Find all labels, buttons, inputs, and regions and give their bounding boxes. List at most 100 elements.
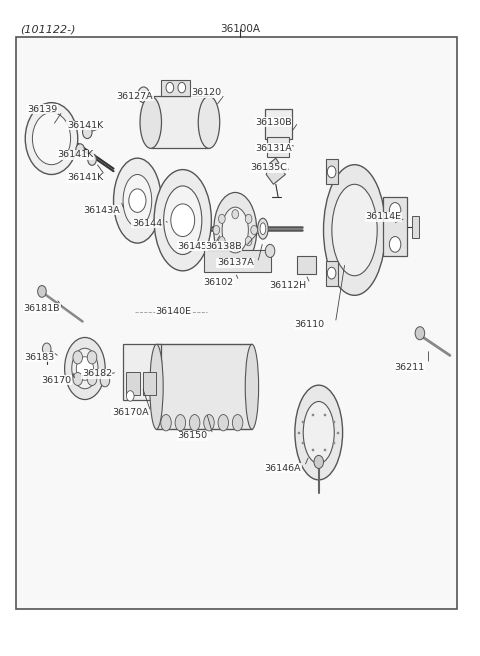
Ellipse shape (161, 415, 171, 431)
Bar (204, 250, 271, 272)
Text: 36112H: 36112H (269, 281, 306, 290)
Ellipse shape (123, 174, 152, 227)
Bar (267, 137, 288, 157)
Circle shape (232, 241, 239, 251)
Circle shape (87, 373, 97, 386)
Ellipse shape (154, 170, 211, 271)
Text: 36145: 36145 (177, 242, 207, 251)
Text: 36114E: 36114E (365, 213, 401, 222)
Ellipse shape (260, 223, 266, 235)
Circle shape (42, 343, 51, 355)
Circle shape (232, 210, 239, 219)
Text: 36170: 36170 (41, 376, 72, 385)
Ellipse shape (324, 165, 385, 295)
Circle shape (76, 144, 84, 155)
Circle shape (415, 327, 425, 340)
Ellipse shape (150, 344, 163, 429)
Circle shape (25, 102, 78, 174)
Text: 36141K: 36141K (57, 150, 94, 159)
Text: 36141K: 36141K (67, 173, 103, 182)
Ellipse shape (204, 415, 214, 431)
Ellipse shape (295, 385, 343, 480)
Circle shape (88, 154, 96, 165)
Circle shape (314, 455, 324, 468)
Text: 36137A: 36137A (217, 258, 253, 267)
Text: 36110: 36110 (294, 320, 324, 329)
Text: (101122-): (101122-) (21, 24, 76, 34)
Circle shape (87, 351, 97, 364)
Circle shape (73, 373, 83, 386)
Bar (297, 256, 316, 274)
Circle shape (126, 391, 134, 401)
Circle shape (37, 285, 46, 297)
Circle shape (213, 226, 220, 235)
Bar (126, 372, 140, 395)
Circle shape (129, 189, 146, 213)
Circle shape (327, 267, 336, 279)
Text: 36130B: 36130B (255, 117, 292, 127)
Text: 36144: 36144 (132, 219, 162, 228)
Circle shape (178, 83, 186, 93)
Polygon shape (266, 158, 285, 184)
Ellipse shape (190, 415, 200, 431)
Ellipse shape (222, 207, 248, 253)
Text: 36150: 36150 (177, 431, 207, 440)
Text: 36183: 36183 (24, 353, 55, 362)
Bar (16, 37, 457, 609)
Ellipse shape (72, 348, 98, 389)
Circle shape (100, 374, 110, 387)
Text: 36170A: 36170A (112, 409, 148, 417)
Text: 36138B: 36138B (205, 242, 241, 251)
Circle shape (73, 351, 83, 364)
Circle shape (138, 87, 149, 102)
Bar (151, 96, 209, 148)
Text: 36100A: 36100A (220, 24, 260, 34)
Circle shape (76, 357, 94, 380)
Text: 36143A: 36143A (83, 206, 120, 215)
Ellipse shape (198, 96, 220, 148)
Circle shape (83, 125, 92, 138)
Ellipse shape (140, 96, 161, 148)
Bar (412, 216, 419, 238)
Ellipse shape (218, 415, 228, 431)
Circle shape (218, 215, 225, 224)
Bar (143, 372, 156, 395)
Text: 36131A: 36131A (255, 144, 292, 153)
Bar (156, 344, 252, 429)
Circle shape (166, 83, 174, 93)
Circle shape (218, 237, 225, 246)
Text: 36140E: 36140E (155, 307, 191, 316)
Text: 36182: 36182 (82, 369, 112, 379)
Ellipse shape (164, 186, 202, 255)
Circle shape (245, 215, 252, 224)
Circle shape (389, 237, 401, 252)
Bar (123, 344, 161, 400)
Ellipse shape (214, 192, 257, 268)
Ellipse shape (232, 415, 243, 431)
Circle shape (327, 166, 336, 178)
Circle shape (171, 204, 195, 237)
Bar (326, 260, 338, 285)
Text: 36135C: 36135C (250, 163, 287, 173)
Ellipse shape (258, 218, 268, 239)
Circle shape (251, 226, 257, 235)
Text: 36146A: 36146A (264, 464, 301, 473)
Circle shape (33, 112, 71, 165)
Text: 36127A: 36127A (117, 92, 153, 100)
Text: 36139: 36139 (27, 105, 57, 113)
Text: 36120: 36120 (192, 89, 222, 97)
Ellipse shape (114, 158, 161, 243)
Circle shape (245, 237, 252, 246)
Text: 36181B: 36181B (24, 304, 60, 313)
Bar (383, 197, 407, 256)
Ellipse shape (245, 344, 259, 429)
Ellipse shape (175, 415, 186, 431)
Ellipse shape (65, 337, 105, 400)
Ellipse shape (303, 401, 334, 464)
Text: 36141K: 36141K (67, 121, 103, 130)
Text: 36211: 36211 (395, 363, 424, 372)
Ellipse shape (332, 184, 377, 276)
Text: 36102: 36102 (204, 277, 234, 287)
Bar (265, 109, 291, 138)
Circle shape (265, 245, 275, 257)
